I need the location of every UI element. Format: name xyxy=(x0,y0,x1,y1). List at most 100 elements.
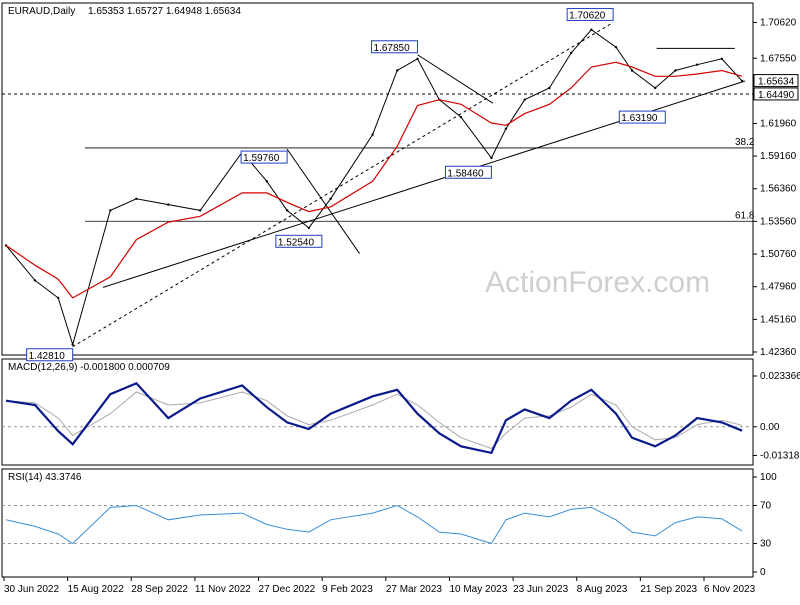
price-label-box xyxy=(618,110,666,124)
rsi-tick-label: 30 xyxy=(760,539,772,550)
rsi-panel-frame xyxy=(1,468,754,578)
price-point xyxy=(504,127,508,131)
rsi-tick-label: 70 xyxy=(760,501,772,512)
ohlc-header: 1.65353 1.65727 1.64948 1.65634 xyxy=(88,6,241,17)
trendline xyxy=(286,148,360,254)
price-point xyxy=(614,45,618,49)
macd-signal-line xyxy=(5,391,743,450)
price-label-box xyxy=(26,348,74,362)
price-point xyxy=(459,115,463,119)
fib-level-label: 61.8 xyxy=(735,210,755,221)
price-point xyxy=(720,57,724,61)
price-label-box xyxy=(275,234,323,248)
macd-indicator: 0.023366 0.00 -0.013186 xyxy=(2,371,800,461)
time-tick-label: 21 Sep 2023 xyxy=(640,584,697,595)
ma-line xyxy=(5,61,743,299)
price-tick-label: 1.42360 xyxy=(760,347,797,358)
time-tick-label: 15 Aug 2022 xyxy=(68,584,125,595)
time-tick-label: 23 Jun 2023 xyxy=(513,584,568,595)
price-label-box xyxy=(371,40,419,54)
macd-line xyxy=(5,381,743,455)
fib-level-label: 38.2 xyxy=(735,137,755,148)
price-point xyxy=(569,51,573,55)
price-series xyxy=(4,28,744,347)
price-point xyxy=(265,180,269,183)
price-point xyxy=(371,133,374,136)
price-label-box xyxy=(444,165,492,179)
price-tick-label: 1.70620 xyxy=(760,17,797,28)
price-label-text: 1.63190 xyxy=(621,113,658,124)
price-point xyxy=(109,209,112,212)
current-price-box xyxy=(753,74,799,88)
price-point xyxy=(590,28,593,31)
time-tick-label: 27 Mar 2023 xyxy=(386,584,443,595)
price-axis: 1.70620 1.67550 1.64490 1.61960 1.59160 1.563… xyxy=(2,17,799,358)
price-label-box xyxy=(240,150,288,164)
price-point xyxy=(285,209,289,212)
price-point xyxy=(307,226,311,230)
price-tick-label: 1.61960 xyxy=(760,118,797,129)
time-tick-label: 10 May 2023 xyxy=(449,584,507,595)
price-point xyxy=(71,343,74,346)
macd-tick-label: 0.023366 xyxy=(760,371,800,382)
watermark: ActionForex.com xyxy=(485,266,710,299)
price-point xyxy=(653,86,657,90)
time-tick-label: 27 Dec 2022 xyxy=(259,584,316,595)
trendline xyxy=(417,54,494,104)
price-point xyxy=(198,209,202,212)
price-point xyxy=(396,69,399,72)
price-point xyxy=(740,79,744,83)
price-label-text: 1.67850 xyxy=(374,43,411,54)
current-price-label: 1.65634 xyxy=(758,77,795,88)
macd-tick-label: -0.013186 xyxy=(760,450,800,461)
macd-panel-frame xyxy=(1,358,754,466)
price-label-text: 1.58460 xyxy=(447,168,484,179)
time-axis: 30 Jun 2022 15 Aug 2022 28 Sep 2022 11 Nov … xyxy=(3,577,756,595)
price-label-text: 1.59760 xyxy=(243,153,280,164)
price-point xyxy=(548,86,551,90)
macd-title: MACD(12,26,9) -0.001800 0.000709 xyxy=(8,362,170,373)
time-tick-label: 6 Nov 2023 xyxy=(704,584,756,595)
rsi-indicator: 100 70 30 0 xyxy=(2,472,777,578)
price-point xyxy=(56,296,60,300)
price-label-text: 1.42810 xyxy=(29,351,66,362)
rsi-tick-label: 100 xyxy=(760,472,777,483)
price-panel-frame xyxy=(1,2,754,356)
price-point xyxy=(135,197,138,200)
price-labels: 1.70620 1.67850 1.59760 1.58460 1.63190 1.525… xyxy=(26,7,666,362)
price-point xyxy=(416,57,419,61)
price-label-box xyxy=(566,7,614,21)
price-tick-label: 1.45160 xyxy=(760,314,797,325)
price-point xyxy=(630,69,634,72)
price-point xyxy=(695,63,699,66)
time-tick-label: 30 Jun 2022 xyxy=(4,584,59,595)
fibonacci-levels: 38.2 61.8 xyxy=(85,137,755,222)
price-tick-label: 1.59160 xyxy=(760,151,797,162)
rsi-line xyxy=(5,504,743,545)
rsi-title: RSI(14) 43.3746 xyxy=(8,472,82,483)
price-label-text: 1.52540 xyxy=(278,237,315,248)
time-tick-label: 28 Sep 2022 xyxy=(131,584,188,595)
macd-tick-label: 0.00 xyxy=(760,422,780,433)
price-tick-label: 1.67550 xyxy=(760,53,797,64)
price-tick-label: 1.47960 xyxy=(760,282,797,293)
price-point xyxy=(490,156,493,160)
marked-level-box xyxy=(753,87,799,101)
price-point xyxy=(33,279,37,282)
time-tick-label: 11 Nov 2022 xyxy=(195,584,251,595)
price-point xyxy=(167,203,170,206)
time-tick-label: 9 Feb 2023 xyxy=(322,584,373,595)
time-tick-label: 8 Aug 2023 xyxy=(577,584,628,595)
price-tick-label: 1.53560 xyxy=(760,216,797,227)
symbol-title: EURAUD,Daily xyxy=(8,6,75,17)
price-tick-label: 1.50760 xyxy=(760,249,797,260)
price-point xyxy=(329,197,332,200)
price-point xyxy=(523,98,526,101)
price-label-text: 1.70620 xyxy=(569,10,606,21)
moving-average-series xyxy=(5,61,743,299)
marked-level-label: 1.64490 xyxy=(758,90,795,101)
rsi-tick-label: 0 xyxy=(760,567,766,578)
price-point xyxy=(674,69,677,72)
